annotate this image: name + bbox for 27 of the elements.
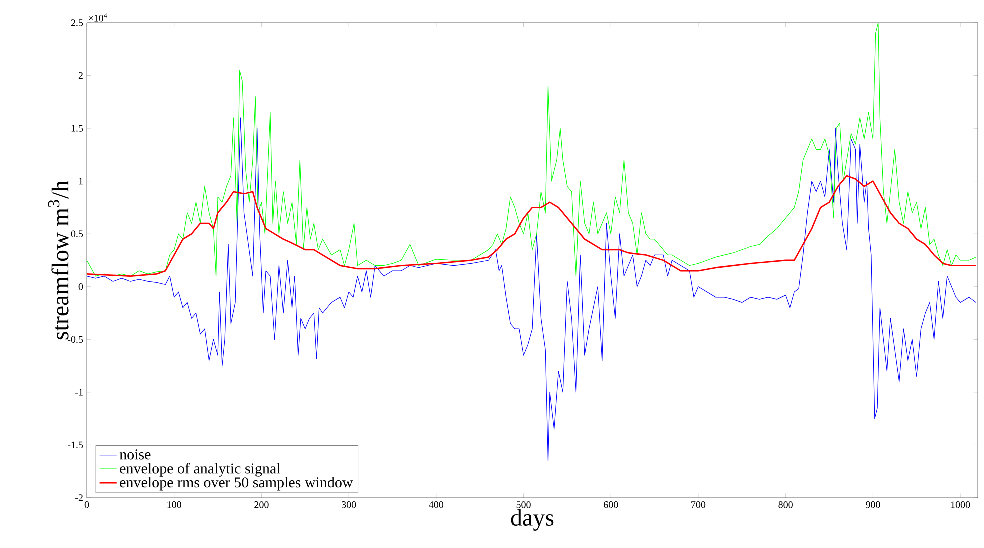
x-tick-label: 700 xyxy=(692,502,706,508)
legend-label: envelope rms over 50 samples window xyxy=(120,477,354,491)
x-tick-label: 500 xyxy=(516,502,531,508)
x-tick-label: 800 xyxy=(778,502,793,508)
x-axis-title: days xyxy=(511,509,554,531)
y-tick-label: 2.5 xyxy=(71,20,84,26)
y-tick-label: -1 xyxy=(76,389,83,396)
y-axis-title: streamflow m$^{3}$/h xyxy=(48,180,69,340)
legend-label: envelope of analytic signal xyxy=(120,463,280,477)
y-tick-label: 0 xyxy=(78,284,84,290)
x-tick-label: 300 xyxy=(342,502,356,508)
x-tick-label: 1000 xyxy=(951,502,970,508)
y-tick-label: 1.5 xyxy=(72,125,84,132)
x-tick-label: 600 xyxy=(604,502,618,508)
x-tick-label: 0 xyxy=(84,502,90,508)
y-tick-label: 0.5 xyxy=(71,230,84,238)
x-tick-label: 400 xyxy=(429,502,444,508)
y-tick-label: 1 xyxy=(79,178,83,185)
text: ×10$^{4}$ xyxy=(88,13,108,22)
legend-label: noise xyxy=(120,450,151,460)
y-tick-label: -0.5 xyxy=(68,336,84,344)
x-tick-label: 900 xyxy=(866,502,880,508)
y-tick-label: 2 xyxy=(78,72,83,80)
x-tick-label: 200 xyxy=(254,502,269,508)
x-tick-label: 100 xyxy=(168,502,182,508)
y-tick-label: -2 xyxy=(76,494,83,502)
y-tick-label: -1.5 xyxy=(68,442,84,449)
